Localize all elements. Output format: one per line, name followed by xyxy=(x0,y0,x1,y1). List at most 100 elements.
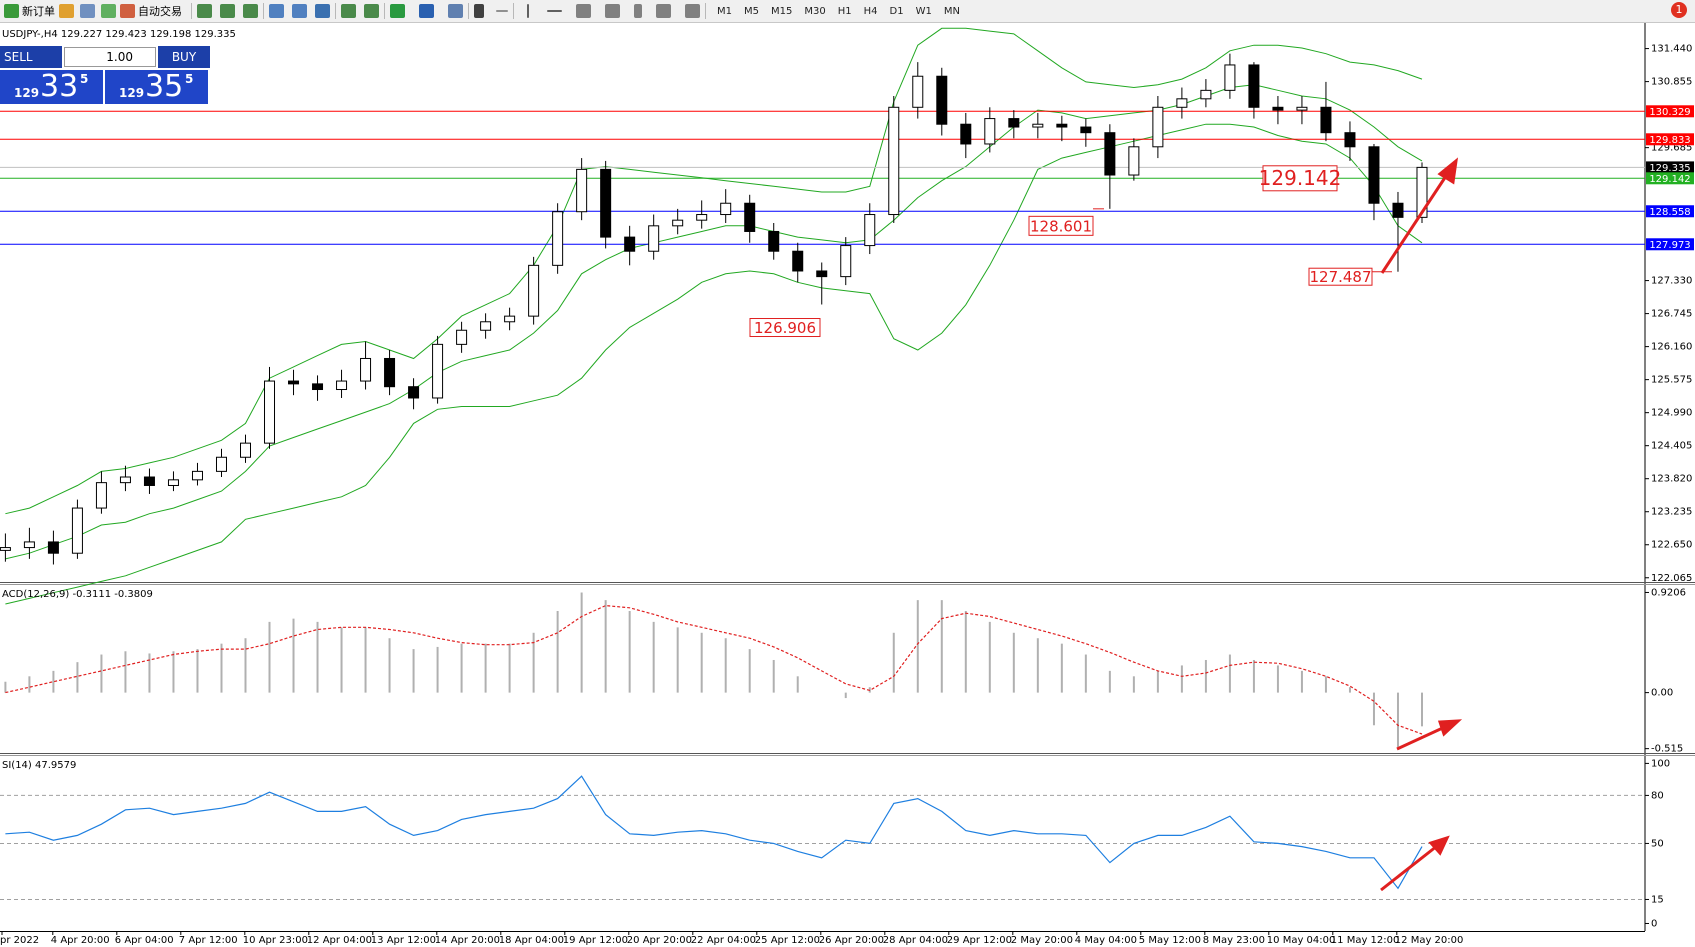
candle-body xyxy=(1368,146,1380,204)
candle-body xyxy=(1272,106,1284,111)
auto-trading-button[interactable]: 自动交易 xyxy=(120,3,182,19)
candle-body xyxy=(816,270,828,278)
icon[interactable] xyxy=(243,4,258,18)
time-tick-label: 6 Apr 04:00 xyxy=(115,935,174,946)
candle-body xyxy=(215,456,227,472)
candle-body xyxy=(264,380,276,444)
timeframe-button[interactable]: D1 xyxy=(889,5,904,17)
timeframe-button[interactable]: M5 xyxy=(744,5,759,17)
candle-body xyxy=(1104,132,1116,176)
icon[interactable] xyxy=(419,4,434,18)
time-tick-label: 12 May 20:00 xyxy=(1395,935,1464,946)
candle-body xyxy=(119,476,131,484)
price-pips: 33 xyxy=(40,69,79,104)
indicator-label: USDJPY-,H4 129.227 129.423 129.198 129.3… xyxy=(2,29,236,40)
icon[interactable] xyxy=(576,4,591,18)
time-tick-label: 28 Apr 04:00 xyxy=(883,935,948,946)
icon[interactable] xyxy=(80,4,95,18)
candle-body xyxy=(167,479,179,486)
price-level-label: 127.973 xyxy=(1649,240,1690,251)
timeframe-button[interactable]: M30 xyxy=(804,5,826,17)
y-tick-label: 124.405 xyxy=(1651,441,1692,452)
icon[interactable] xyxy=(315,4,330,18)
button-label: 自动交易 xyxy=(138,5,182,18)
icon[interactable] xyxy=(496,10,508,12)
icon[interactable] xyxy=(197,4,212,18)
time-tick-label: pr 2022 xyxy=(0,935,39,946)
bollinger-upper xyxy=(5,27,1423,515)
price-level-label: 129.142 xyxy=(1649,174,1690,185)
y-tick-label: 127.330 xyxy=(1651,276,1692,287)
y-tick-label: 15 xyxy=(1651,894,1664,905)
time-tick-label: 25 Apr 12:00 xyxy=(755,935,820,946)
separator xyxy=(191,3,192,19)
buy-button[interactable]: BUY xyxy=(158,46,210,68)
candle-body xyxy=(71,507,83,554)
candle-body xyxy=(648,225,660,252)
icon[interactable] xyxy=(605,4,620,18)
timeframe-button[interactable]: H4 xyxy=(863,5,878,17)
time-tick-label: 19 Apr 12:00 xyxy=(563,935,628,946)
candle-body xyxy=(432,343,444,399)
price-big: 129 xyxy=(14,86,40,100)
candle-body xyxy=(480,321,492,331)
icon[interactable] xyxy=(341,4,356,18)
price-level-label: 130.329 xyxy=(1649,107,1690,118)
time-tick-label: 10 May 04:00 xyxy=(1267,935,1336,946)
icon[interactable] xyxy=(364,4,379,18)
candle-body xyxy=(552,211,564,266)
alert-badge[interactable]: 1 xyxy=(1671,2,1687,18)
new-order-button[interactable]: 新订单 xyxy=(4,3,55,19)
price-fraction: 5 xyxy=(185,72,194,86)
icon[interactable] xyxy=(269,4,284,18)
y-tick-label: 125.575 xyxy=(1651,375,1692,386)
icon[interactable] xyxy=(292,4,307,18)
timeframe-button[interactable]: H1 xyxy=(837,5,852,17)
icon[interactable] xyxy=(634,4,642,18)
buy-price[interactable]: 129 35 5 xyxy=(105,70,208,104)
candle-body xyxy=(1392,202,1404,218)
candle-body xyxy=(1296,106,1308,111)
time-tick-label: 4 May 04:00 xyxy=(1075,935,1137,946)
timeframe-button[interactable]: W1 xyxy=(915,5,932,17)
arrow-line xyxy=(1380,844,1438,892)
candle-body xyxy=(360,357,372,382)
arrow-head xyxy=(1428,835,1450,856)
candle-body xyxy=(600,168,612,238)
icon[interactable] xyxy=(547,10,562,12)
icon[interactable] xyxy=(685,4,700,18)
sell-button[interactable]: SELL xyxy=(0,46,62,68)
icon[interactable] xyxy=(527,4,529,18)
icon[interactable] xyxy=(474,4,484,18)
y-tick-label: 50 xyxy=(1651,838,1664,849)
time-tick-label: 13 Apr 12:00 xyxy=(371,935,436,946)
icon[interactable] xyxy=(220,4,235,18)
icon[interactable] xyxy=(656,4,671,18)
trend-arrows xyxy=(1380,157,1463,892)
time-tick-label: 14 Apr 20:00 xyxy=(435,935,500,946)
candle-body xyxy=(888,106,900,216)
timeframe-button[interactable]: MN xyxy=(943,5,960,17)
sell-price[interactable]: 129 33 5 xyxy=(0,70,103,104)
candle-body xyxy=(1416,166,1428,218)
icon[interactable] xyxy=(448,4,463,18)
icon[interactable] xyxy=(390,4,405,18)
y-tick-label: 131.440 xyxy=(1651,44,1692,55)
bollinger-lower xyxy=(5,123,1423,605)
price-annotation-box xyxy=(1308,267,1373,286)
timeframe-button[interactable]: M1 xyxy=(717,5,732,17)
timeframe-button[interactable]: M15 xyxy=(771,5,793,17)
candle-body xyxy=(672,219,684,227)
price-annotation: 126.906 xyxy=(754,319,816,337)
separator xyxy=(263,3,264,19)
rsi-line xyxy=(5,775,1423,890)
separator xyxy=(384,3,385,19)
candle-body xyxy=(1152,106,1164,148)
icon[interactable] xyxy=(101,4,116,18)
lot-input[interactable]: 1.00 xyxy=(64,47,156,67)
y-tick-label: -0.515 xyxy=(1651,744,1683,755)
separator xyxy=(335,3,336,19)
chart-background xyxy=(0,23,1695,947)
icon[interactable] xyxy=(59,4,74,18)
y-tick-label: 126.160 xyxy=(1651,342,1692,353)
